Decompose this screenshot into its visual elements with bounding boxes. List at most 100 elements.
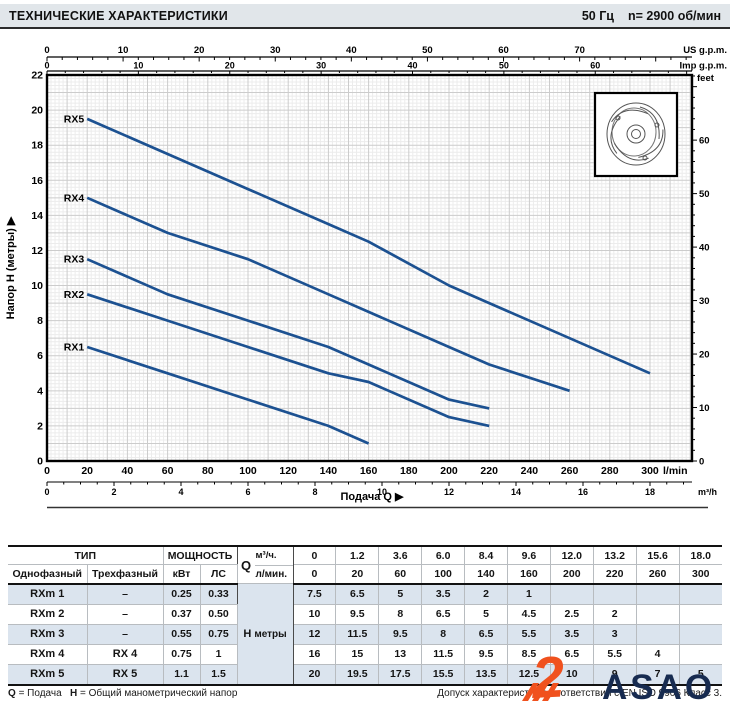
h-value-cell: 17.5 bbox=[378, 663, 423, 685]
h-value-cell: 19.5 bbox=[335, 663, 380, 685]
head-m-tick-label: 10 bbox=[31, 280, 43, 292]
curve-rx4 bbox=[86, 196, 571, 393]
q-lmin-value: 160 bbox=[506, 564, 551, 585]
us-gpm-tick-label: 10 bbox=[118, 45, 129, 56]
h-value-cell: 15.5 bbox=[421, 663, 466, 685]
hp-cell: 0.50 bbox=[199, 603, 238, 625]
h-value-cell: 13 bbox=[378, 643, 423, 665]
curve-labels: RX1 RX2 RX3 RX4 RX5 bbox=[64, 113, 85, 353]
label-rx1: RX1 bbox=[64, 341, 85, 353]
m3h-tick-label: 18 bbox=[645, 487, 655, 497]
head-m-tick-label: 18 bbox=[31, 140, 43, 152]
chart-axes: 0 10 20 30 40 50 60 700 10 20 30 40 50 60010203040506… bbox=[31, 45, 709, 497]
three-phase-header: Трехфазный bbox=[86, 564, 164, 585]
m3h-tick-label: 0 bbox=[44, 487, 49, 497]
table-row-rxm-4: RXm 4 RX 4 0.75 1 16 15 13 11.5 9.5 8.5 6.5 5.5 4 bbox=[8, 643, 722, 665]
pump-model-cell: RXm 5 bbox=[8, 663, 88, 685]
imp-gpm-tick-label: 0 bbox=[44, 61, 49, 71]
h-value-cell: 6.5 bbox=[549, 643, 594, 665]
q-m3h-value: 18.0 bbox=[678, 545, 722, 566]
hp-cell: 1 bbox=[199, 643, 238, 665]
label-rx2: RX2 bbox=[64, 289, 85, 301]
us-gpm-axis-title: US g.p.m. bbox=[683, 45, 727, 56]
hp-cell: 0.75 bbox=[199, 623, 238, 645]
hp-cell: 1.5 bbox=[199, 663, 238, 685]
lmin-tick-label: 240 bbox=[521, 465, 539, 477]
label-rx4: RX4 bbox=[64, 192, 85, 204]
imp-gpm-tick-label: 30 bbox=[316, 61, 326, 71]
q-lmin-value: 100 bbox=[421, 564, 466, 585]
feet-tick-label: 30 bbox=[699, 296, 710, 307]
h-value-cell: 8 bbox=[421, 623, 466, 645]
label-rx5: RX5 bbox=[64, 113, 85, 125]
lmin-tick-label: 200 bbox=[440, 465, 458, 477]
h-value-cell: 15 bbox=[335, 643, 380, 665]
m3h-tick-label: 6 bbox=[245, 487, 250, 497]
three-phase-cell: RX 5 bbox=[86, 663, 164, 685]
m3h-tick-label: 2 bbox=[111, 487, 116, 497]
plot-border bbox=[45, 73, 694, 463]
logo-text: ASAO bbox=[602, 668, 715, 703]
lmin-tick-label: 100 bbox=[239, 465, 257, 477]
q-lmin-value: 220 bbox=[592, 564, 637, 585]
feet-axis-title: feet bbox=[697, 73, 715, 84]
m3h-tick-label: 8 bbox=[312, 487, 317, 497]
lmin-tick-label: 260 bbox=[561, 465, 579, 477]
lmin-tick-label: 60 bbox=[162, 465, 174, 477]
head-m-tick-label: 16 bbox=[31, 175, 43, 187]
h-value-cell: 8 bbox=[378, 603, 423, 625]
x-axis-label: Подача Q ▶ bbox=[341, 491, 404, 503]
pump-model-cell: RXm 4 bbox=[8, 643, 88, 665]
kw-cell: 0.37 bbox=[162, 603, 201, 625]
impeller-box bbox=[593, 91, 679, 178]
h-value-cell bbox=[678, 643, 722, 665]
h-value-cell: 9.5 bbox=[335, 603, 380, 625]
table-row-rxm-5: RXm 5 RX 5 1.1 1.5 20 19.5 17.5 15.5 13.5 12.5 10 9… bbox=[8, 663, 722, 685]
curve-rx2 bbox=[86, 293, 490, 428]
h-value-cell: 16 bbox=[292, 643, 337, 665]
h-value-cell: 2 bbox=[592, 603, 637, 625]
pump-model-cell: RXm 2 bbox=[8, 603, 88, 625]
h-value-cell bbox=[635, 623, 680, 645]
logo-numeral: 2 bbox=[529, 644, 566, 703]
q-lmin-value: 0 bbox=[292, 564, 337, 585]
label-rx3: RX3 bbox=[64, 254, 85, 266]
q-m3h-unit: м³/ч. bbox=[255, 550, 277, 562]
head-m-tick-label: 14 bbox=[31, 210, 43, 222]
imp-gpm-tick-label: 20 bbox=[225, 61, 235, 71]
lmin-tick-label: 140 bbox=[320, 465, 338, 477]
table-row-rxm-1: RXm 1–0.25 0.33 H метры 7.5 6.5 5 3.5 2 1 bbox=[8, 583, 722, 685]
curve-rx5 bbox=[86, 117, 651, 375]
h-value-cell bbox=[635, 583, 680, 605]
kw-cell: 0.75 bbox=[162, 643, 201, 665]
h-value-cell: 5 bbox=[464, 603, 508, 625]
q-m3h-value: 3.6 bbox=[378, 545, 423, 566]
lmin-tick-label: 280 bbox=[601, 465, 619, 477]
h-value-cell: 5.5 bbox=[506, 623, 551, 645]
q-lmin-value: 60 bbox=[378, 564, 423, 585]
hp-cell: 0.33 bbox=[199, 583, 238, 605]
head-m-tick-label: 20 bbox=[31, 105, 43, 117]
impeller-icon bbox=[606, 102, 666, 166]
specs-table-block: ТИП МОЩНОСТЬ Q м³/ч. л/мин. 0 1.2 3.6 6.0 8.… bbox=[8, 545, 722, 686]
head-m-tick-label: 4 bbox=[37, 385, 43, 397]
h-value-cell: 6.5 bbox=[421, 603, 466, 625]
feet-tick-label: 40 bbox=[699, 243, 710, 254]
imp-gpm-tick-label: 60 bbox=[590, 61, 600, 71]
table-row-rxm-3: RXm 3–0.55 0.75 12 11.5 9.5 8 6.5 5.5 3.5 3 bbox=[8, 623, 722, 645]
h-value-cell: 2.5 bbox=[549, 603, 594, 625]
h-value-cell: 9.5 bbox=[464, 643, 508, 665]
logo-stripes-icon bbox=[522, 683, 559, 701]
q-m3h-value: 13.2 bbox=[592, 545, 637, 566]
h-value-cell: 10 bbox=[292, 603, 337, 625]
h-value-cell: 12 bbox=[292, 623, 337, 645]
single-phase-header: Однофазный bbox=[8, 564, 88, 585]
type-header: ТИП bbox=[8, 545, 164, 566]
q-m3h-value: 6.0 bbox=[421, 545, 466, 566]
m3h-tick-label: 16 bbox=[578, 487, 588, 497]
m3h-tick-label: 10 bbox=[377, 487, 387, 497]
lmin-axis-title: l/min bbox=[663, 465, 688, 477]
feet-tick-label: 50 bbox=[699, 189, 710, 200]
imp-gpm-tick-label: 40 bbox=[407, 61, 417, 71]
q-m3h-value: 0 bbox=[292, 545, 337, 566]
